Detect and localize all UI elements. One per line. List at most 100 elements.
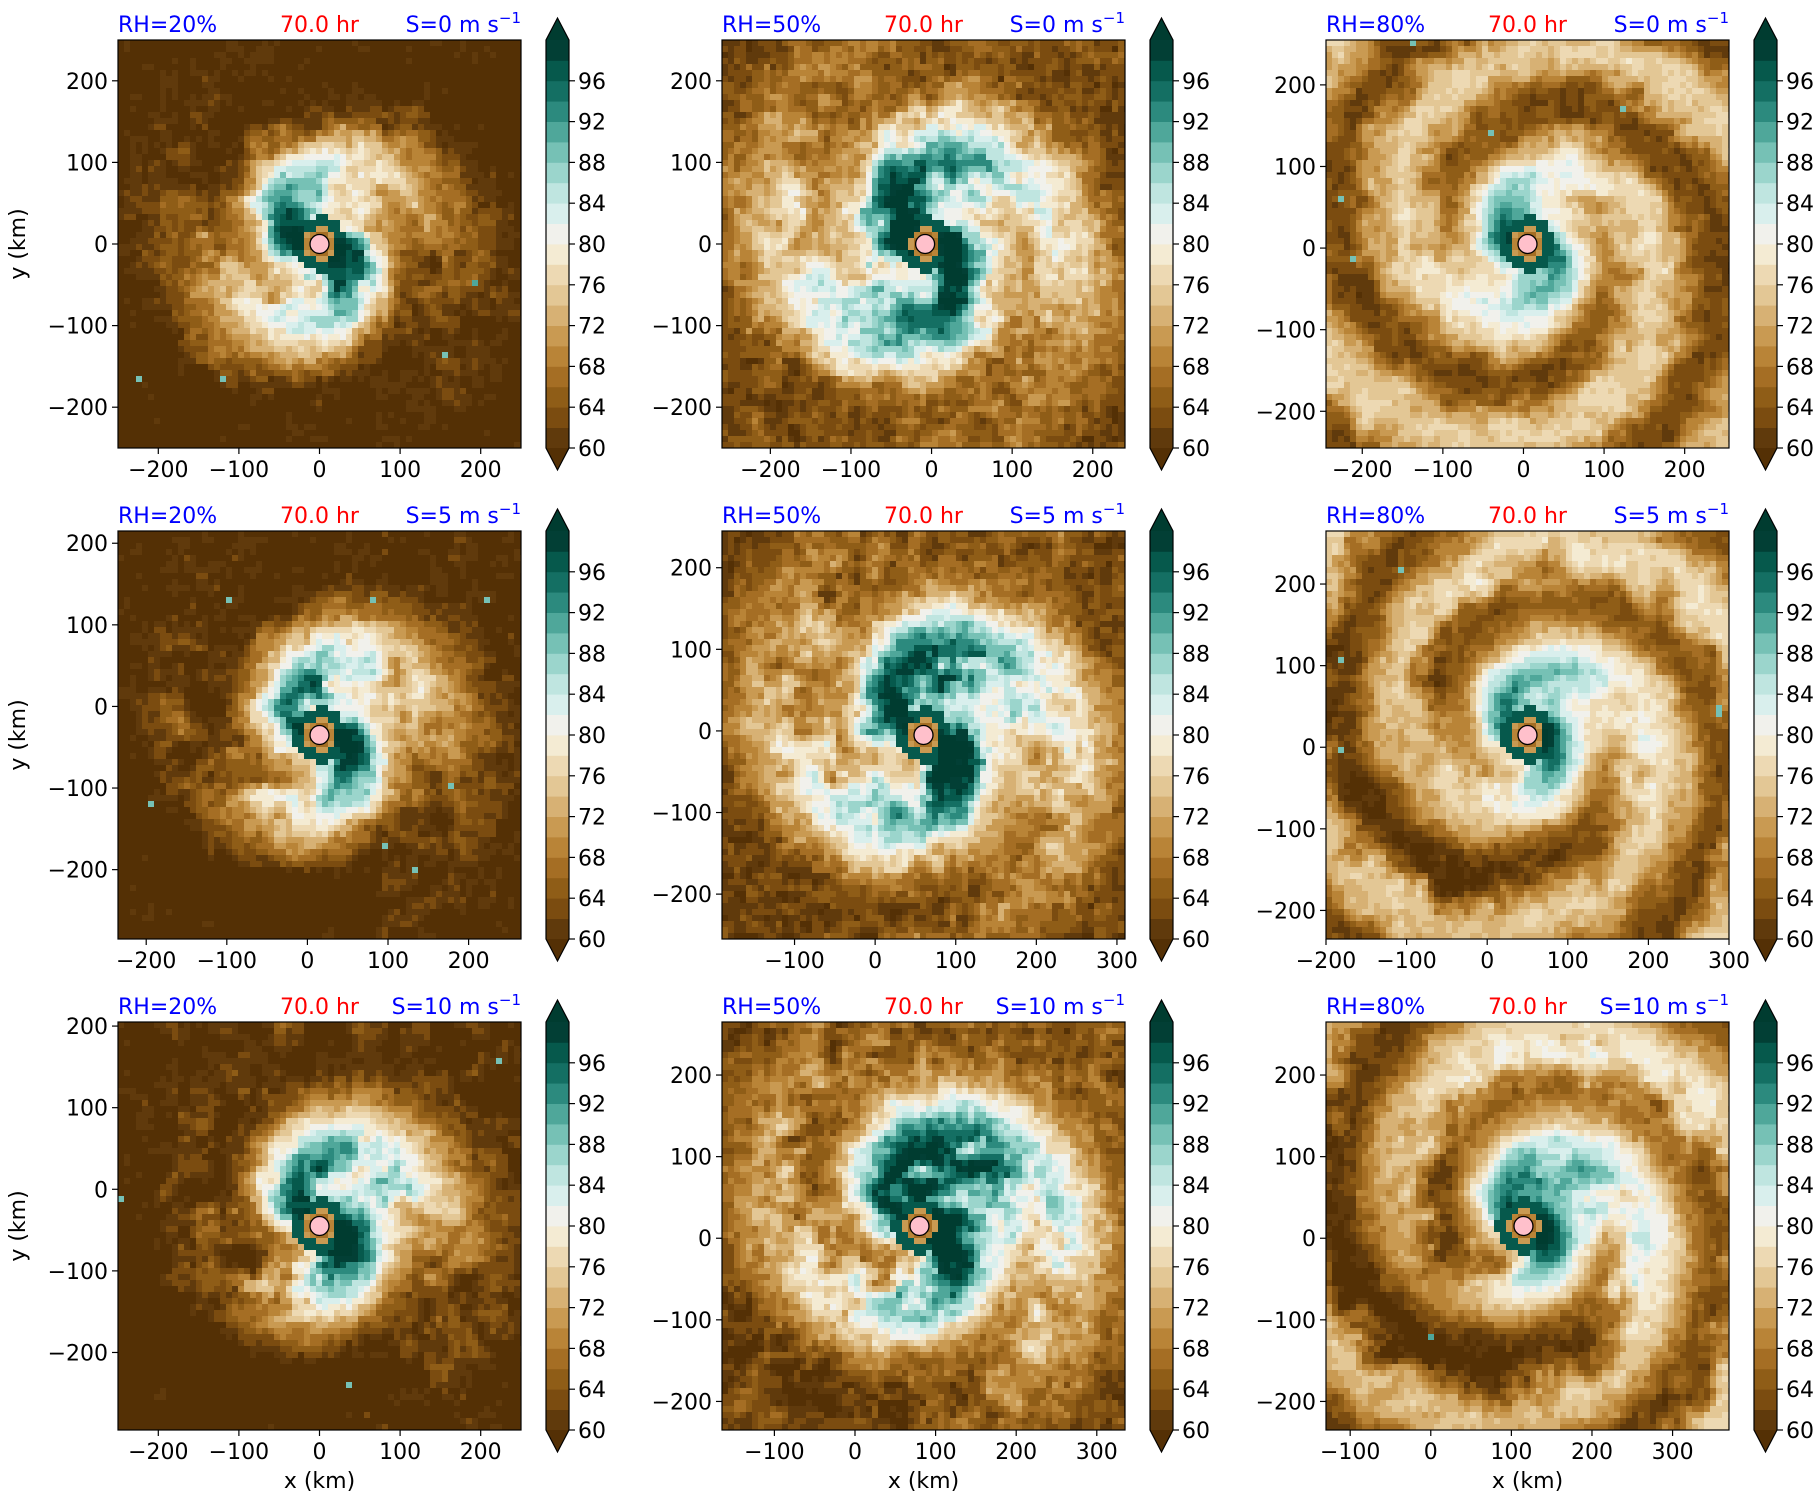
colorbar-tick-label: 84 [1786, 192, 1814, 217]
colorbar-segment [1754, 1348, 1777, 1370]
colorbar-segment [1150, 386, 1173, 408]
title-time: 70.0 hr [884, 13, 964, 38]
colorbar-tick-label: 88 [1182, 642, 1210, 667]
storm-center-marker [1513, 1215, 1534, 1237]
storm-center-marker [1517, 724, 1538, 746]
colorbar-segment [546, 571, 569, 593]
colorbar-segment [1150, 182, 1173, 204]
colorbar-tick-label: 76 [1182, 765, 1210, 790]
colorbar-segment [546, 1368, 569, 1390]
colorbar-segment [1754, 1062, 1777, 1084]
title-rh: RH=80% [1326, 504, 1425, 529]
colorbar-segment [1150, 1368, 1173, 1390]
colorbar-tick-label: 60 [1786, 1419, 1814, 1444]
colorbar-tick-label: 80 [1786, 233, 1814, 258]
colorbar-segment [1754, 735, 1777, 756]
colorbar-tick-label: 84 [578, 1174, 606, 1199]
colorbar-segment [1754, 796, 1777, 817]
colorbar-tick-label: 72 [578, 1297, 606, 1322]
y-tick-label: 0 [698, 720, 712, 745]
colorbar-tick-label: 88 [1786, 642, 1814, 667]
colorbar-extend-high [1754, 509, 1777, 531]
y-tick-label: 0 [94, 1178, 108, 1203]
colorbar: 60 64 68 72 76 80 84 88 92 96 [1753, 507, 1814, 963]
colorbar-segment [1754, 1164, 1777, 1186]
x-tick-label: −200 [1296, 949, 1356, 974]
colorbar-tick-label: 68 [1182, 1337, 1210, 1362]
colorbar-tick-label: 64 [578, 887, 606, 912]
colorbar-segment [546, 203, 569, 224]
x-tick-label: 100 [1583, 458, 1625, 483]
storm-center-marker [909, 1215, 930, 1237]
colorbar-segment [1754, 101, 1777, 122]
x-axis-label: x (km) [888, 1469, 959, 1494]
colorbar-segment [1754, 121, 1777, 143]
colorbar-segment [546, 1348, 569, 1370]
colorbar-tick-label: 76 [1786, 765, 1814, 790]
colorbar-segment [546, 1328, 569, 1349]
title-shear: S=10 m s−1 [996, 991, 1125, 1020]
colorbar-tick-label: 68 [1786, 846, 1814, 871]
colorbar-segment [1754, 1409, 1777, 1431]
colorbar-segment [546, 694, 569, 715]
y-tick-label: −200 [652, 396, 712, 421]
colorbar-extend-high [1150, 18, 1173, 40]
x-tick-label: 200 [1571, 1440, 1613, 1465]
colorbar-segment [1754, 305, 1777, 326]
colorbar-segment [546, 142, 569, 163]
colorbar-tick-label: 96 [1182, 1052, 1210, 1077]
colorbar-tick-label: 80 [1786, 724, 1814, 749]
colorbar-tick-label: 72 [578, 806, 606, 831]
colorbar-segment [546, 1083, 569, 1104]
x-tick-label: −100 [197, 949, 257, 974]
colorbar-segment [1754, 284, 1777, 306]
colorbar-segment [546, 898, 569, 919]
colorbar-tick-label: 96 [578, 1052, 606, 1077]
colorbar-segment [1754, 653, 1777, 675]
colorbar-segment [1150, 1042, 1173, 1064]
colorbar-segment [1754, 571, 1777, 593]
colorbar-tick-label: 68 [1182, 355, 1210, 380]
colorbar-segment [1754, 714, 1777, 736]
x-tick-label: 100 [1490, 1440, 1532, 1465]
colorbar-segment [1754, 80, 1777, 102]
colorbar-segment [546, 40, 569, 61]
x-tick-label: 100 [367, 949, 409, 974]
colorbar-tick-label: 60 [1182, 1419, 1210, 1444]
colorbar-tick-label: 96 [1786, 561, 1814, 586]
colorbar-segment [1754, 898, 1777, 919]
colorbar-segment [1150, 775, 1173, 797]
colorbar-extend-low [1150, 939, 1173, 961]
colorbar-tick-label: 88 [1182, 151, 1210, 176]
colorbar-tick-label: 64 [1786, 887, 1814, 912]
storm-center-marker [1517, 233, 1538, 255]
colorbar-extend-high [546, 1000, 569, 1022]
x-tick-label: −200 [128, 1440, 188, 1465]
colorbar-tick-label: 60 [1786, 928, 1814, 953]
x-tick-label: 100 [379, 458, 421, 483]
colorbar-segment [546, 755, 569, 777]
colorbar-segment [546, 305, 569, 326]
x-tick-label: 300 [1076, 1440, 1118, 1465]
colorbar-tick-label: 92 [578, 602, 606, 627]
x-tick-label: 200 [1072, 458, 1114, 483]
colorbar-extend-low [546, 448, 569, 470]
colorbar-tick-label: 88 [1786, 151, 1814, 176]
colorbar-tick-label: 76 [1182, 1256, 1210, 1281]
colorbar-segment [546, 407, 569, 428]
title-shear: S=5 m s−1 [1614, 500, 1729, 529]
colorbar-extend-high [1150, 1000, 1173, 1022]
colorbar-extend-low [1150, 1430, 1173, 1452]
colorbar-segment [546, 1409, 569, 1431]
colorbar-extend-high [1150, 509, 1173, 531]
title-time: 70.0 hr [1488, 504, 1568, 529]
x-tick-label: −100 [1413, 458, 1473, 483]
x-tick-label: 200 [448, 949, 490, 974]
y-tick-label: −100 [652, 1309, 712, 1334]
panel-1: −200 −100 0 100 200 −200 −100 0 100 200 y (km) RH=2… [6, 9, 606, 483]
colorbar-segment [546, 346, 569, 367]
title-shear: S=0 m s−1 [406, 9, 521, 38]
colorbar: 60 64 68 72 76 80 84 88 92 96 [1149, 16, 1210, 472]
title-rh: RH=50% [722, 995, 821, 1020]
y-tick-label: −200 [48, 859, 108, 884]
